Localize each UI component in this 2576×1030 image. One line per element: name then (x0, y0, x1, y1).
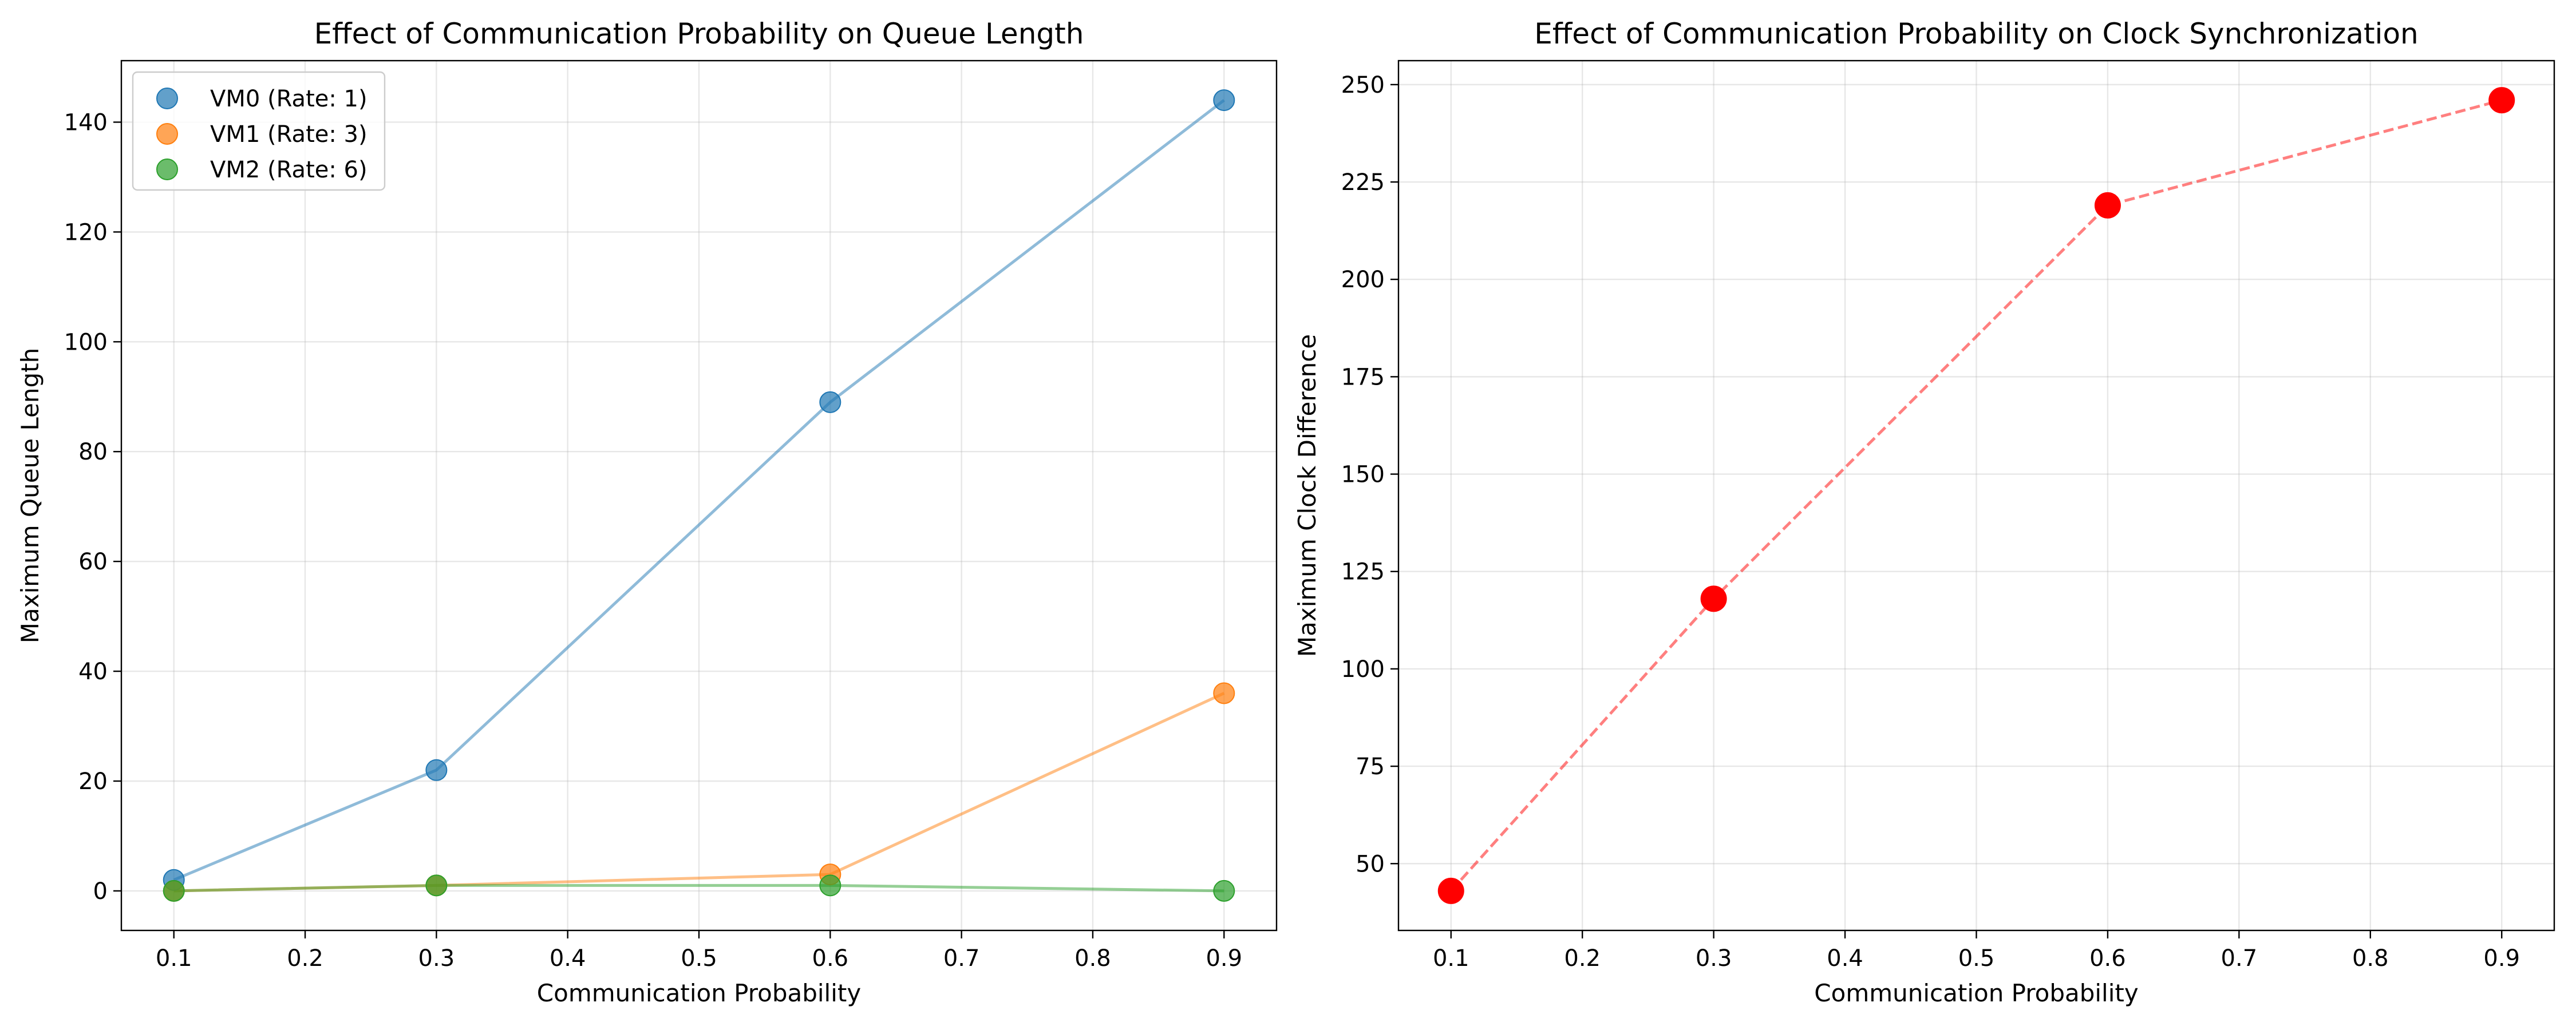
chart-2-x-tick-label: 0.9 (2483, 945, 2520, 972)
chart-1-series-1-point (425, 759, 448, 781)
chart-1-y-tick-label: 60 (78, 549, 108, 575)
chart-1-legend-marker (156, 159, 178, 180)
chart-1-y-tick-label: 120 (64, 219, 108, 245)
chart-2-title: Effect of Communication Probability on C… (1534, 17, 2418, 50)
chart-1-axes-frame (120, 60, 1278, 932)
chart-1-legend-label: VM2 (Rate: 6) (210, 157, 368, 183)
chart-1: 0.1 0.2 0.3 0.4 0.5 0.6 0.7 0.8 0.9 0 20 40 60 80 100 1… (16, 17, 1278, 1007)
chart-2-y-tick-label: 250 (1341, 72, 1385, 98)
chart-2-series-1-point (2488, 87, 2515, 114)
chart-2-series-1-point (1700, 585, 1727, 612)
chart-2-axes-frame (1397, 60, 2555, 932)
chart-1-x-tick-label: 0.4 (550, 945, 586, 972)
chart-1-legend-marker (156, 88, 178, 109)
chart-1-title: Effect of Communication Probability on Q… (314, 17, 1084, 50)
chart-2-x-axis-label: Communication Probability (1814, 979, 2138, 1007)
chart-2-x-tick-label: 0.6 (2089, 945, 2126, 972)
chart-2-x-tick-label: 0.2 (1564, 945, 1601, 972)
chart-1-series-2-point (1213, 682, 1235, 704)
chart-1-legend-marker (156, 123, 178, 145)
chart-1-legend: VM0 (Rate: 1) VM1 (Rate: 3) VM2 (Rate: 6) (132, 71, 386, 191)
chart-2-x-tick-label: 0.7 (2221, 945, 2258, 972)
chart-1-series-1-point (819, 391, 841, 413)
chart-2-y-tick-label: 150 (1341, 462, 1385, 488)
chart-1-legend-label: VM0 (Rate: 1) (210, 86, 368, 112)
chart-1-x-tick-label: 0.5 (681, 945, 717, 972)
chart-1-legend-box (132, 71, 386, 191)
chart-2-x-tick-label: 0.3 (1696, 945, 1732, 972)
chart-2-series-1-line (1449, 98, 2502, 892)
chart-1-series-1-point (1213, 89, 1235, 112)
chart-1-x-tick-label: 0.8 (1074, 945, 1111, 972)
chart-1-x-tick-label: 0.1 (156, 945, 192, 972)
chart-2-y-tick-label: 175 (1341, 364, 1385, 390)
chart-2-y-tick-label: 75 (1356, 754, 1385, 780)
chart-1-y-tick-label: 0 (93, 878, 108, 905)
chart-2-x-tick-label: 0.5 (1958, 945, 1995, 972)
chart-1-x-tick-label: 0.7 (943, 945, 980, 972)
chart-1-x-tick-label: 0.6 (812, 945, 849, 972)
chart-1-y-axis-label: Maximum Queue Length (16, 348, 44, 644)
chart-2-y-tick-label: 125 (1341, 559, 1385, 585)
chart-1-x-axis-label: Communication Probability (537, 979, 861, 1007)
chart-2-x-tick-label: 0.4 (1827, 945, 1863, 972)
chart-2-y-tick-label: 200 (1341, 267, 1385, 293)
chart-2-y-axis-label: Maximum Clock Difference (1293, 334, 1321, 657)
chart-1-y-tick-label: 140 (64, 109, 108, 136)
chart-1-y-tick-label: 40 (78, 659, 108, 685)
chart-1-series-3-point (1213, 880, 1235, 902)
chart-2-y-tick-label: 225 (1341, 169, 1385, 196)
chart-1-series-3-point (819, 874, 841, 897)
chart-2-x-tick-label: 0.8 (2352, 945, 2389, 972)
chart-2-y-tick-label: 100 (1341, 656, 1385, 683)
chart-1-legend-label: VM1 (Rate: 3) (210, 121, 368, 148)
chart-2-x-tick-label: 0.1 (1433, 945, 1469, 972)
chart-2-series-1-point (1437, 877, 1464, 904)
chart-1-series-3-point (425, 874, 448, 897)
chart-2: 0.1 0.2 0.3 0.4 0.5 0.6 0.7 0.8 0.9 50 75 100 125 150… (1293, 17, 2555, 1007)
chart-1-y-tick-label: 20 (78, 768, 108, 795)
chart-1-x-tick-label: 0.9 (1206, 945, 1242, 972)
chart-1-series-1-line (173, 99, 1225, 882)
chart-1-x-tick-label: 0.2 (287, 945, 323, 972)
chart-2-y-tick-label: 50 (1356, 851, 1385, 877)
chart-1-x-tick-label: 0.3 (418, 945, 455, 972)
chart-2-series-1-point (2094, 192, 2121, 219)
chart-1-y-tick-label: 80 (78, 439, 108, 465)
chart-1-y-tick-label: 100 (64, 329, 108, 355)
chart-1-series-3-line (173, 884, 1224, 893)
chart-1-series-3-point (163, 880, 185, 902)
